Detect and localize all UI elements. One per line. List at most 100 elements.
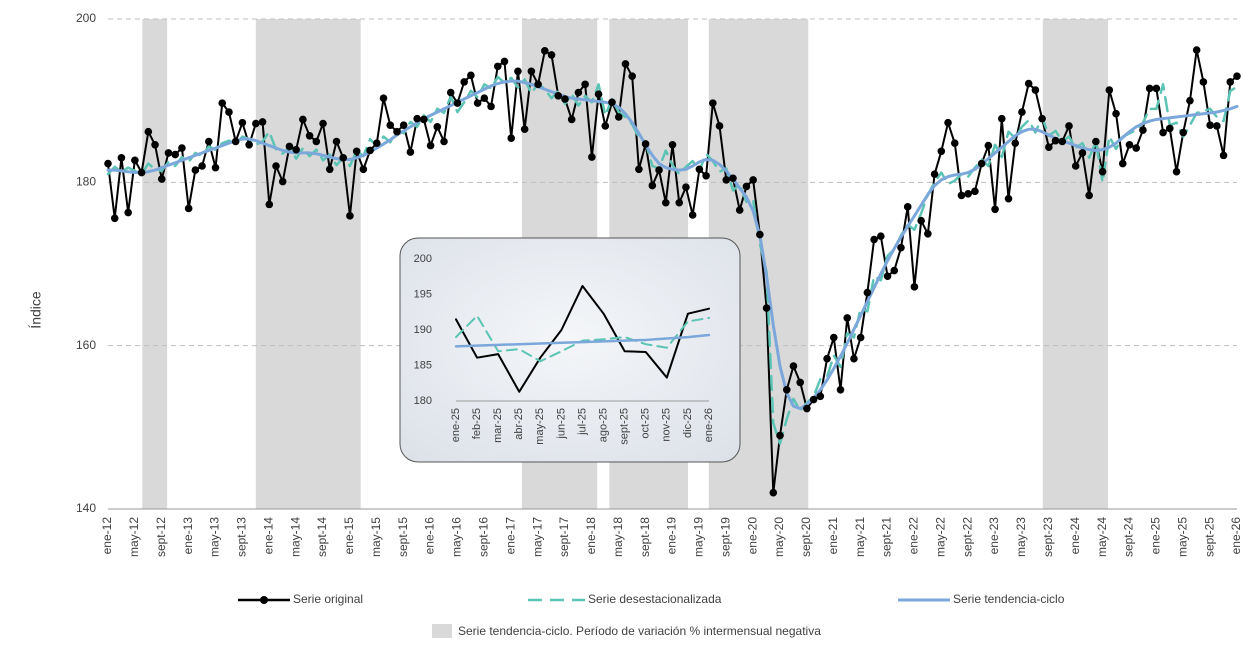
inset-frame [399, 237, 741, 463]
series-marker [789, 362, 798, 370]
series-marker [554, 91, 563, 100]
x-tick-label: sept-19 [718, 517, 732, 557]
series-marker [1092, 137, 1100, 146]
series-marker [278, 177, 287, 186]
series-marker [944, 118, 952, 127]
x-tick-label: ene-21 [826, 517, 840, 555]
series-marker [1139, 126, 1147, 134]
x-tick-label: ene-18 [584, 517, 598, 555]
series-marker [588, 153, 596, 161]
series-marker [769, 488, 778, 497]
series-marker [614, 113, 623, 121]
series-marker [440, 137, 448, 146]
x-tick-label: sept-17 [557, 517, 571, 557]
legend-label: Serie tendencia-ciclo [953, 592, 1065, 606]
shaded-period [142, 19, 168, 509]
series-marker [997, 114, 1006, 123]
series-marker [950, 139, 959, 147]
series-marker [1051, 136, 1060, 145]
y-tick-label: 185 [414, 359, 432, 371]
series-marker [843, 314, 852, 322]
series-marker [1192, 46, 1201, 54]
series-marker [164, 149, 173, 157]
x-tick-label: sept-13 [235, 517, 249, 557]
y-tick-label: 180 [414, 395, 432, 407]
series-marker [1065, 122, 1073, 130]
x-tick-label: abr-25 [513, 408, 525, 440]
series-marker [1186, 96, 1194, 105]
series-marker [863, 288, 872, 297]
series-marker [285, 142, 294, 151]
x-tick-label: may-15 [369, 517, 383, 557]
x-tick-label: ene-22 [907, 517, 921, 555]
series-marker [856, 333, 865, 342]
x-tick-label: sept-23 [1041, 517, 1055, 557]
series-marker [661, 198, 670, 207]
series-marker [205, 137, 213, 146]
series-marker [1132, 144, 1140, 152]
series-marker [305, 131, 314, 140]
series-marker [184, 204, 193, 213]
series-marker [500, 57, 509, 66]
series-marker [621, 60, 630, 68]
series-marker [520, 125, 529, 134]
x-tick-label: ene-14 [261, 517, 275, 555]
legend-marker [260, 596, 268, 604]
x-tick-label: ene-19 [665, 517, 679, 555]
series-marker [567, 115, 576, 124]
series-marker [480, 94, 489, 103]
x-tick-label: sept-14 [315, 517, 329, 557]
x-tick-label: sept-20 [799, 517, 813, 557]
series-marker [245, 140, 253, 149]
x-tick-label: ene-26 [703, 408, 715, 442]
y-tick-label: 140 [76, 501, 96, 515]
series-marker [157, 175, 166, 183]
series-marker [823, 354, 831, 363]
series-marker [493, 62, 502, 71]
series-marker [890, 266, 899, 275]
y-tick-label: 190 [414, 324, 432, 336]
x-tick-label: ene-20 [745, 517, 759, 555]
series-marker [373, 139, 381, 147]
series-marker [467, 71, 475, 80]
series-marker [507, 134, 516, 143]
series-marker [581, 80, 589, 89]
series-line [454, 333, 711, 348]
series-marker [420, 115, 428, 124]
series-marker [782, 385, 791, 394]
series-marker [1038, 114, 1046, 123]
series-marker [930, 170, 939, 178]
x-tick-label: ene-25 [1149, 517, 1163, 555]
series-marker [695, 165, 704, 174]
x-tick-label: ene-16 [423, 517, 437, 555]
legend-label: Serie original [293, 592, 363, 606]
x-tick-label: jun-25 [555, 408, 567, 440]
x-tick-label: oct-25 [640, 408, 652, 439]
series-marker [426, 141, 435, 150]
series-marker [144, 127, 153, 136]
series-marker [561, 95, 569, 103]
series-marker [702, 172, 710, 180]
y-tick-label: 160 [76, 338, 96, 352]
series-marker [1118, 159, 1127, 168]
series-marker [231, 137, 240, 146]
series-marker [137, 168, 146, 177]
series-marker [594, 90, 603, 98]
series-marker [937, 147, 946, 156]
series-marker [836, 385, 845, 394]
series-line [455, 314, 710, 363]
series-marker [924, 229, 932, 238]
series-marker [1105, 86, 1114, 94]
series-marker [104, 159, 112, 168]
x-tick-label: may-16 [450, 517, 464, 557]
series-marker [131, 156, 139, 165]
series-marker [339, 154, 348, 162]
legend-label: Serie tendencia-ciclo. Período de variac… [458, 624, 821, 638]
series-marker [722, 176, 731, 184]
series-marker [574, 88, 583, 97]
series-marker [709, 99, 717, 107]
series-marker [1159, 128, 1167, 137]
x-tick-label: sept-25 [619, 408, 631, 445]
series-marker [191, 166, 200, 174]
